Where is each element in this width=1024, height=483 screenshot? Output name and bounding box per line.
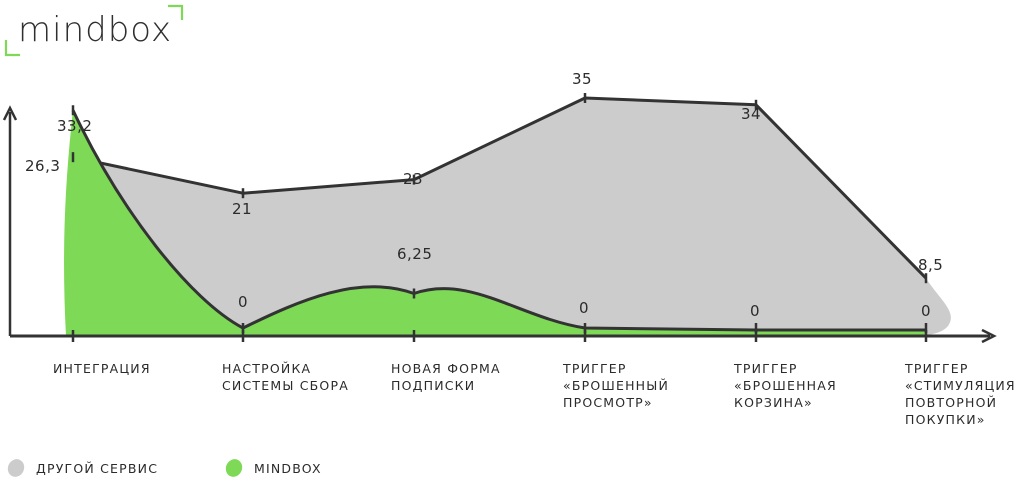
data-label-other-5: 8,5 [918, 256, 943, 274]
axes [2, 105, 997, 344]
data-label-mindbox-1: 0 [238, 293, 248, 311]
logo-text: mindbox [18, 10, 173, 50]
category-label-abandoned-view: ТРИГГЕР «БРОШЕННЫЙ ПРОСМОТР» [563, 361, 670, 410]
x-ticks [71, 93, 928, 342]
series-mindbox [64, 109, 926, 337]
data-label-other-0: 26,3 [25, 157, 60, 175]
legend-label-other-service: ДРУГОЙ СЕРВИС [36, 460, 159, 476]
data-label-other-1: 21 [232, 200, 252, 218]
legend-item-mindbox: MINDBOX [222, 456, 322, 480]
legend-label-mindbox: MINDBOX [254, 460, 322, 476]
data-label-mindbox-2: 6,25 [397, 245, 432, 263]
data-label-mindbox-3: 0 [579, 299, 589, 317]
series-other-service [72, 96, 951, 336]
y-axis-arrow [2, 105, 18, 121]
category-label-integration: ИНТЕГРАЦИЯ [53, 361, 151, 376]
data-label-mindbox-4: 0 [750, 302, 760, 320]
logo-brackets [4, 4, 184, 57]
data-label-other-3: 35 [572, 70, 592, 88]
x-axis-arrow [981, 328, 997, 344]
category-label-collection-setup: НАСТРОЙКА СИСТЕМЫ СБОРА [222, 361, 349, 393]
data-label-mindbox-0: 33,2 [57, 117, 92, 135]
line-other-service [72, 96, 928, 280]
data-label-other-4: 34 [741, 105, 761, 123]
line-mindbox [71, 109, 926, 332]
data-label-other-2: 23 [403, 170, 423, 188]
legend-swatch-green [222, 456, 246, 480]
category-label-abandoned-cart: ТРИГГЕР «БРОШЕННАЯ КОРЗИНА» [734, 361, 837, 410]
area-other-service [73, 98, 951, 336]
category-label-subscription-form: НОВАЯ ФОРМА ПОДПИСКИ [391, 361, 501, 393]
data-labels: 26,3 21 23 35 34 8,5 33,2 0 6,25 0 0 0 [25, 70, 943, 320]
data-label-mindbox-5: 0 [921, 302, 931, 320]
legend-item-other-service: ДРУГОЙ СЕРВИС [4, 456, 159, 480]
category-label-repeat-purchase: ТРИГГЕР «СТИМУЛЯЦИЯ ПОВТОРНОЙ ПОКУПКИ» [905, 361, 1016, 427]
legend-swatch-grey [4, 456, 28, 480]
area-mindbox [64, 110, 926, 337]
mindbox-logo: mindbox [0, 0, 200, 62]
